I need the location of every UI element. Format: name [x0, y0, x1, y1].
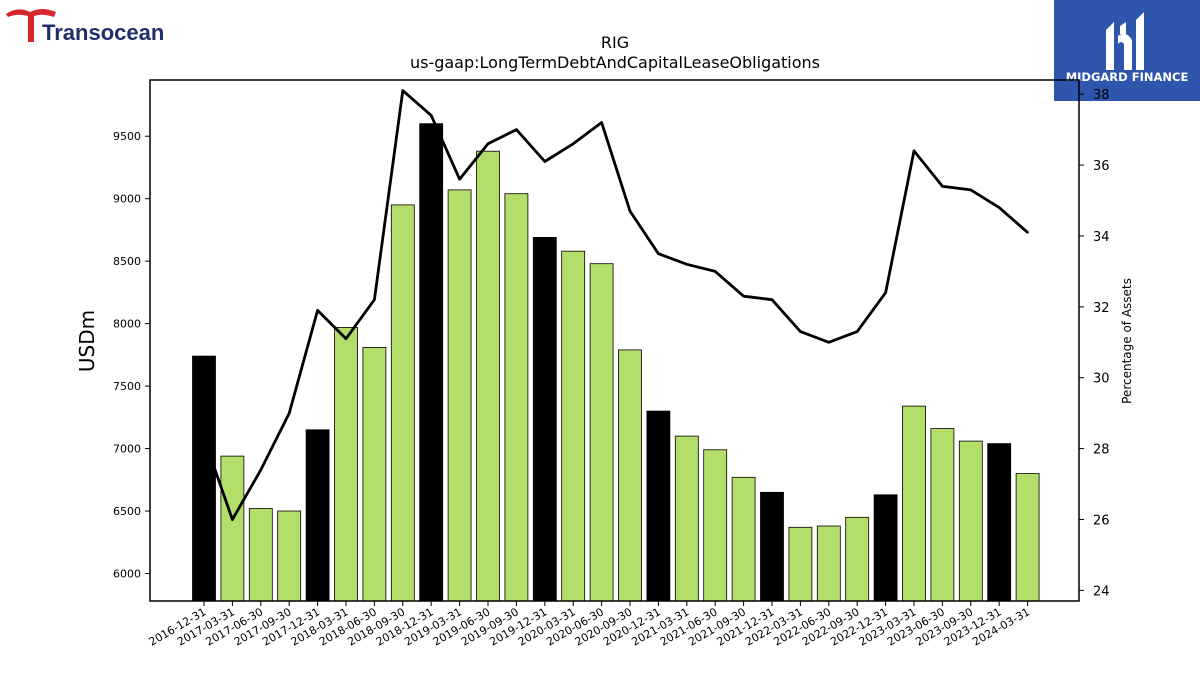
y-tick-label: 6500	[113, 505, 141, 518]
chart-title: RIG	[601, 33, 629, 52]
logo-mark-icon	[6, 9, 56, 42]
transocean-logo: Transocean	[6, 9, 164, 45]
line-point-2022-12-31	[884, 291, 887, 294]
bar-2021-09-30	[731, 476, 756, 602]
bar-2016-12-31	[192, 355, 216, 602]
y-tick-label: 9000	[113, 193, 141, 206]
line-point-2016-12-31	[202, 436, 206, 440]
bar-2022-06-30	[816, 525, 841, 602]
y-tick-label: 9500	[113, 130, 141, 143]
chart-subtitle: us-gaap:LongTermDebtAndCapitalLeaseOblig…	[410, 53, 820, 72]
line-point-2021-09-30	[742, 295, 745, 298]
bar-2018-12-31	[419, 123, 444, 602]
bar-2020-09-30	[618, 349, 642, 602]
line-point-2018-12-31	[430, 114, 433, 117]
y2-tick-label: 26	[1093, 513, 1110, 528]
line-point-2017-12-31	[316, 309, 319, 312]
line-point-2018-06-30	[373, 298, 376, 301]
midgard-mark-icon	[1106, 12, 1144, 70]
line-point-2018-03-31	[344, 337, 348, 340]
bar-2023-06-30	[930, 428, 955, 602]
bar-2024-03-31	[1015, 473, 1040, 602]
y2-tick-label: 34	[1093, 230, 1110, 245]
bar-2019-12-31	[532, 236, 557, 602]
bar-2020-06-30	[589, 263, 614, 602]
y-tick-label: 7000	[113, 443, 141, 456]
y2-tick-label: 28	[1093, 443, 1110, 458]
line-point-2021-12-31	[770, 298, 774, 301]
line-point-2017-06-30	[259, 468, 262, 472]
line-point-2022-06-30	[827, 341, 830, 344]
line-point-2020-09-30	[628, 209, 632, 213]
y2-tick-label: 30	[1093, 372, 1110, 387]
y2-axis-label: Percentage of Assets	[1120, 278, 1134, 404]
y2-tick-label: 36	[1093, 159, 1110, 174]
line-point-2023-09-30	[969, 188, 972, 192]
bar-2020-03-31	[561, 250, 586, 602]
line-series	[202, 89, 1029, 521]
line-point-2023-06-30	[941, 185, 944, 188]
bar-2019-03-31	[447, 189, 472, 602]
bar-2019-09-30	[504, 193, 529, 602]
bar-2017-03-31	[220, 455, 245, 602]
y2-tick-label: 24	[1093, 584, 1110, 599]
bar-2018-03-31	[334, 326, 358, 602]
line-point-2017-09-30	[288, 412, 291, 415]
line-point-2020-03-31	[572, 142, 575, 145]
bar-2023-12-31	[987, 443, 1012, 602]
bar-2017-09-30	[277, 510, 302, 602]
bar-2017-06-30	[248, 508, 273, 602]
y2-tick-label: 38	[1093, 88, 1110, 103]
y-tick-label: 8500	[113, 255, 141, 268]
bar-2017-12-31	[305, 429, 330, 602]
bar-2023-09-30	[958, 440, 983, 602]
line-point-2019-09-30	[515, 128, 518, 131]
bar-2019-06-30	[476, 150, 500, 602]
line-point-2023-03-31	[912, 149, 916, 153]
y-axis-label: USDm	[75, 310, 99, 372]
bar-2018-09-30	[390, 204, 415, 602]
line-point-2019-03-31	[458, 178, 461, 181]
plot-frame	[149, 79, 1080, 602]
bar-series	[192, 123, 1040, 602]
right-logo-text: MIDGARD FINANCE	[1066, 70, 1189, 84]
line-point-2022-03-31	[799, 330, 802, 333]
line-point-2019-12-31	[543, 160, 546, 163]
bar-2021-06-30	[703, 449, 728, 602]
bar-2021-03-31	[674, 435, 699, 602]
left-logo-text: Transocean	[42, 20, 164, 45]
bar-2023-03-31	[902, 405, 926, 602]
y-tick-label: 8000	[113, 318, 141, 331]
line-point-2019-06-30	[486, 142, 490, 145]
bar-2021-12-31	[760, 491, 784, 602]
line-point-2017-03-31	[231, 518, 234, 521]
y-tick-label: 7500	[113, 380, 141, 393]
percentage-line	[202, 89, 1029, 521]
line-point-2022-09-30	[856, 330, 859, 333]
line-point-2020-06-30	[600, 121, 603, 124]
line-point-2023-12-31	[998, 206, 1001, 209]
line-point-2018-09-30	[401, 89, 404, 92]
bar-2020-12-31	[646, 410, 671, 602]
bar-2018-06-30	[362, 346, 387, 602]
bar-2022-03-31	[788, 526, 813, 602]
y-tick-label: 6000	[113, 568, 141, 581]
line-point-2024-03-31	[1026, 231, 1029, 234]
line-point-2020-12-31	[657, 252, 660, 255]
line-point-2021-06-30	[714, 270, 717, 273]
bar-2022-12-31	[873, 494, 898, 602]
line-point-2021-03-31	[685, 263, 688, 266]
y2-tick-label: 32	[1093, 301, 1110, 316]
bar-2022-09-30	[845, 516, 870, 602]
